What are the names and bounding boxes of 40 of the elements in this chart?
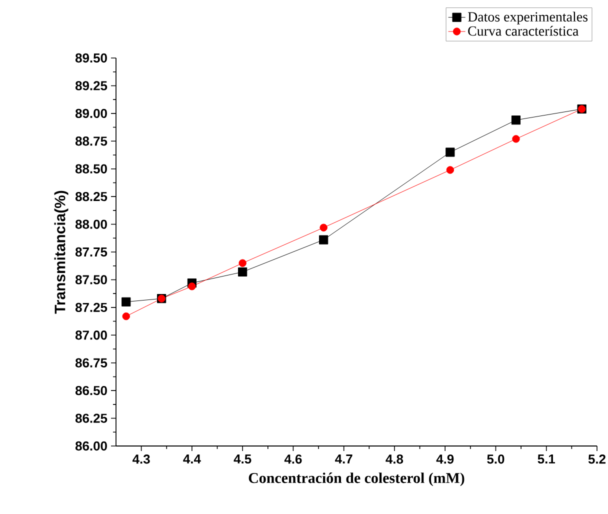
y-tick-label: 88.50: [75, 164, 107, 174]
y-tick-label: 88.75: [75, 136, 108, 146]
point: [122, 297, 131, 306]
point: [122, 312, 130, 320]
y-tick-label: 87.00: [75, 330, 107, 340]
point: [512, 135, 520, 143]
y-tick-label: 86.00: [75, 441, 107, 451]
y-tick-label: 87.25: [75, 302, 108, 312]
x-tick-label: 4.4: [183, 454, 201, 464]
y-tick-label: 86.75: [75, 358, 108, 368]
point: [320, 224, 328, 232]
point: [188, 282, 196, 290]
y-tick-label: 89.00: [75, 108, 107, 118]
y-tick-label: 86.50: [75, 386, 107, 396]
point: [511, 116, 521, 125]
y-axis-title: Transmitancia(%): [54, 190, 68, 314]
x-tick-label: 4.6: [284, 454, 302, 464]
x-axis-title: Concentración de colesterol (mM): [248, 472, 464, 486]
x-tick-label: 4.3: [132, 454, 150, 464]
y-tick-label: 88.25: [75, 192, 108, 202]
x-tick-label: 4.9: [436, 454, 454, 464]
y-tick-label: 88.00: [75, 220, 107, 229]
y-tick-label: 89.50: [75, 53, 107, 63]
point: [446, 148, 455, 157]
point: [238, 259, 246, 267]
point: [238, 267, 248, 277]
legend-label: Datos experimentales: [468, 12, 588, 24]
y-tick-label: 86.25: [75, 414, 108, 423]
x-tick-label: 4.7: [335, 454, 352, 464]
x-tick-label: 5.2: [588, 454, 606, 464]
x-tick-label: 4.5: [234, 454, 252, 464]
x-tick-label: 5.0: [487, 454, 504, 464]
point: [319, 235, 328, 244]
y-tick-label: 87.50: [75, 275, 107, 284]
point: [446, 166, 454, 174]
x-tick-label: 4.8: [386, 454, 404, 464]
legend-label: Curva característica: [468, 26, 579, 36]
x-tick-label: 5.1: [538, 454, 556, 464]
y-tick-label: 87.75: [75, 247, 108, 257]
y-tick-label: 89.25: [75, 81, 108, 90]
